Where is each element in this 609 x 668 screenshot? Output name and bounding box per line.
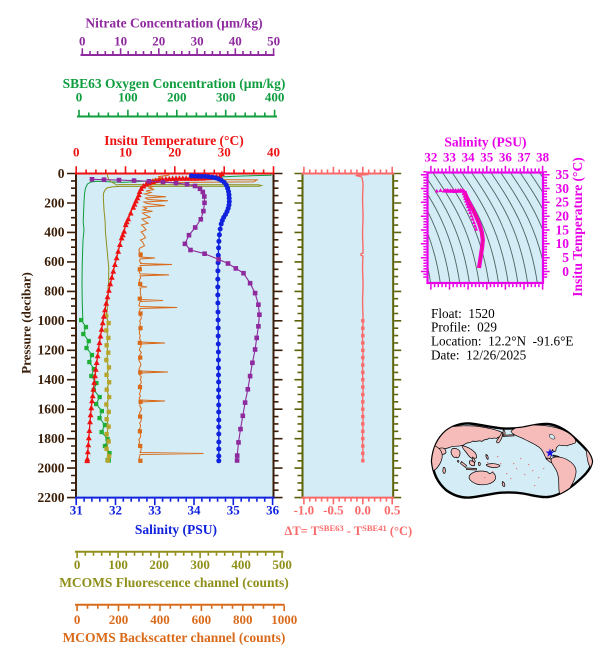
svg-text:10: 10 [119, 145, 132, 160]
svg-text:35: 35 [480, 150, 494, 165]
svg-text:ΔT= TSBE63 - TSBE41 (°C): ΔT= TSBE63 - TSBE41 (°C) [285, 523, 413, 538]
svg-text:34: 34 [188, 503, 202, 518]
svg-text:40: 40 [267, 145, 280, 160]
svg-text:SBE63 Oxygen Concentration (µm: SBE63 Oxygen Concentration (µm/kg) [63, 76, 286, 91]
svg-text:10: 10 [556, 236, 570, 251]
svg-text:Insitu Temperature (°C): Insitu Temperature (°C) [104, 133, 243, 148]
svg-text:37: 37 [518, 150, 532, 165]
svg-text:32: 32 [109, 503, 122, 518]
svg-text:Salinity (PSU): Salinity (PSU) [135, 522, 217, 537]
svg-text:31: 31 [70, 503, 83, 518]
svg-text:5: 5 [562, 250, 569, 265]
svg-text:Pressure (decibar): Pressure (decibar) [19, 272, 34, 374]
svg-text:Float: 1520: Float: 1520 [431, 306, 495, 321]
svg-text:300: 300 [216, 90, 236, 105]
svg-text:Salinity (PSU): Salinity (PSU) [444, 135, 526, 150]
svg-text:400: 400 [265, 90, 285, 105]
svg-text:33: 33 [443, 150, 457, 165]
svg-text:30: 30 [556, 181, 570, 196]
svg-text:200: 200 [109, 612, 129, 627]
svg-text:Insitu Temperature (°C): Insitu Temperature (°C) [570, 157, 585, 296]
svg-text:1800: 1800 [38, 431, 65, 446]
svg-text:40: 40 [229, 34, 242, 49]
svg-text:10: 10 [114, 34, 127, 49]
svg-text:0: 0 [74, 612, 81, 627]
svg-text:30: 30 [191, 34, 204, 49]
svg-text:35: 35 [556, 167, 570, 182]
svg-text:400: 400 [44, 225, 65, 240]
svg-text:0: 0 [562, 264, 569, 279]
svg-text:2000: 2000 [38, 460, 65, 475]
svg-text:1400: 1400 [38, 372, 65, 387]
svg-text:600: 600 [44, 254, 65, 269]
svg-text:50: 50 [267, 34, 280, 49]
svg-text:200: 200 [44, 195, 65, 210]
svg-text:500: 500 [272, 557, 292, 572]
svg-text:38: 38 [536, 150, 550, 165]
svg-text:34: 34 [462, 150, 476, 165]
svg-text:0: 0 [74, 557, 81, 572]
svg-text:15: 15 [556, 222, 570, 237]
svg-text:0: 0 [73, 145, 80, 160]
svg-text:800: 800 [233, 612, 253, 627]
svg-text:20: 20 [152, 34, 165, 49]
svg-text:0.5: 0.5 [384, 503, 401, 518]
svg-text:2200: 2200 [38, 490, 65, 505]
svg-text:25: 25 [556, 195, 570, 210]
svg-text:33: 33 [148, 503, 162, 518]
svg-text:200: 200 [167, 90, 187, 105]
svg-text:1200: 1200 [38, 343, 65, 358]
svg-text:0: 0 [76, 90, 83, 105]
svg-text:0: 0 [58, 166, 65, 181]
svg-text:MCOMS Backscatter channel (cou: MCOMS Backscatter channel (counts) [63, 630, 286, 645]
svg-text:400: 400 [150, 612, 170, 627]
svg-text:Nitrate Concentration (µm/kg): Nitrate Concentration (µm/kg) [85, 15, 262, 30]
svg-text:600: 600 [192, 612, 212, 627]
svg-text:30: 30 [218, 145, 231, 160]
svg-text:32: 32 [424, 150, 437, 165]
svg-text:200: 200 [149, 557, 169, 572]
svg-text:100: 100 [108, 557, 128, 572]
svg-text:400: 400 [231, 557, 251, 572]
svg-text:1000: 1000 [271, 612, 297, 627]
svg-text:1000: 1000 [38, 313, 65, 328]
svg-text:-0.5: -0.5 [323, 503, 344, 518]
svg-text:0: 0 [79, 34, 86, 49]
svg-text:Profile: 029: Profile: 029 [431, 320, 497, 335]
svg-text:800: 800 [44, 284, 65, 299]
svg-text:Date: 12/26/2025: Date: 12/26/2025 [431, 348, 527, 363]
svg-text:MCOMS Fluorescence channel (co: MCOMS Fluorescence channel (counts) [59, 575, 289, 590]
svg-text:36: 36 [266, 503, 280, 518]
svg-text:20: 20 [556, 209, 570, 224]
svg-text:35: 35 [227, 503, 241, 518]
svg-text:Location: 12.2°N -91.6°E: Location: 12.2°N -91.6°E [431, 334, 573, 349]
svg-text:36: 36 [499, 150, 513, 165]
svg-text:1600: 1600 [38, 402, 65, 417]
svg-text:0.0: 0.0 [355, 503, 371, 518]
svg-text:20: 20 [168, 145, 181, 160]
svg-text:100: 100 [118, 90, 138, 105]
svg-text:300: 300 [190, 557, 210, 572]
svg-text:-1.0: -1.0 [294, 503, 315, 518]
